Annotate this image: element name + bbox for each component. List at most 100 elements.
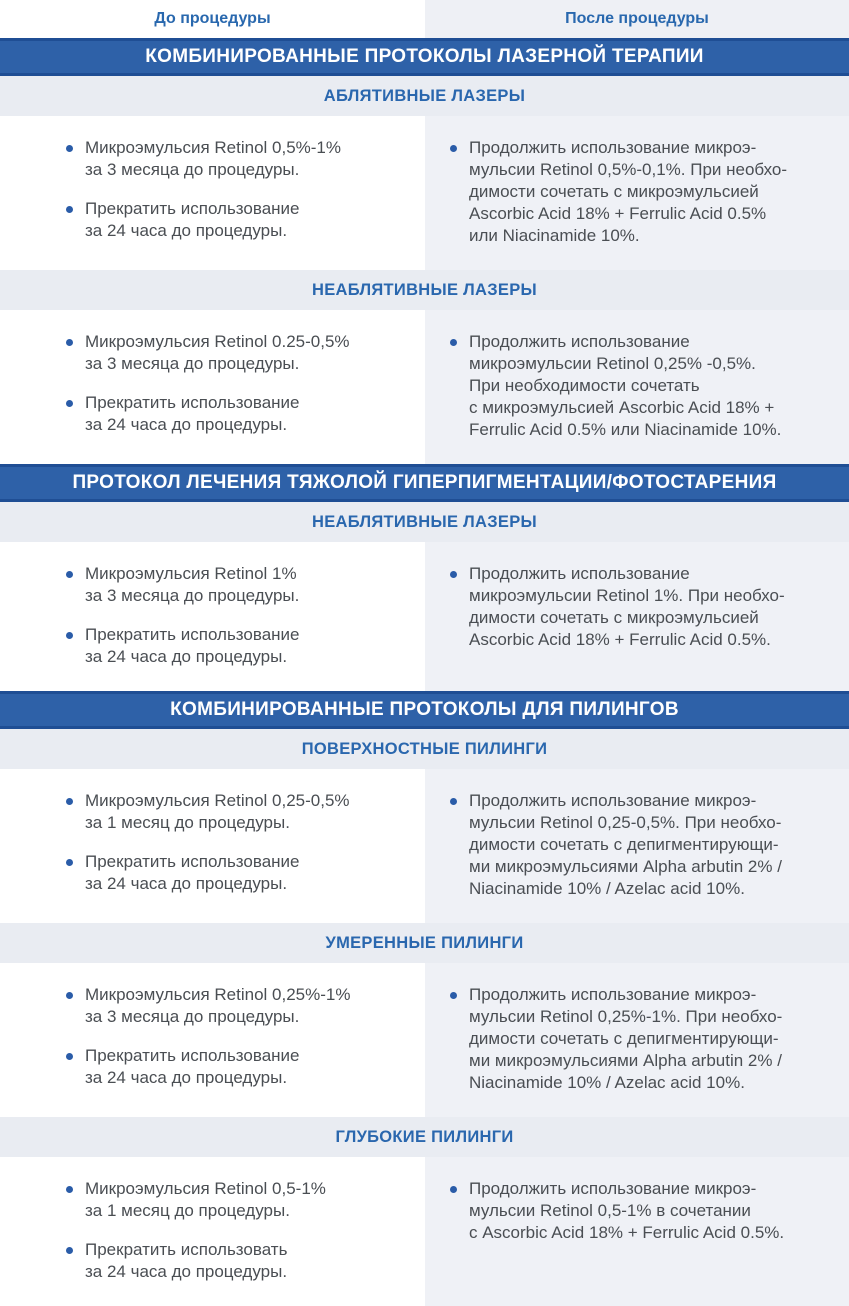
bullet-text: Продолжить использование микроэ- мульсии… bbox=[469, 1179, 785, 1242]
subsection-title: НЕАБЛЯТИВНЫЕ ЛАЗЕРЫ bbox=[312, 280, 537, 299]
bullet-item: Микроэмульсия Retinol 0,5%-1% за 3 месяц… bbox=[64, 137, 413, 181]
content-row-deep-peels: Микроэмульсия Retinol 0,5-1% за 1 месяц … bbox=[0, 1157, 849, 1306]
bullet-icon bbox=[66, 339, 73, 346]
bullet-text: Продолжить использование микроэ- мульсии… bbox=[469, 985, 783, 1092]
after-bullet-list: Продолжить использование микроэ- мульсии… bbox=[448, 137, 835, 247]
bullet-text: Прекратить использование за 24 часа до п… bbox=[85, 393, 300, 434]
banner-title: КОМБИНИРОВАННЫЕ ПРОТОКОЛЫ ДЛЯ ПИЛИНГОВ bbox=[170, 699, 679, 720]
before-bullet-list: Микроэмульсия Retinol 0.25-0,5% за 3 мес… bbox=[64, 331, 413, 436]
after-bullet-list: Продолжить использование микроэмульсии R… bbox=[448, 563, 835, 651]
after-column: Продолжить использование микроэмульсии R… bbox=[425, 310, 849, 464]
bullet-text: Прекратить использование за 24 часа до п… bbox=[85, 1046, 300, 1087]
bullet-text: Прекратить использование за 24 часа до п… bbox=[85, 852, 300, 893]
bullet-text: Прекратить использование за 24 часа до п… bbox=[85, 625, 300, 666]
before-column: Микроэмульсия Retinol 0.25-0,5% за 3 мес… bbox=[0, 310, 425, 464]
subsection-band-nonablative-lasers-2: НЕАБЛЯТИВНЫЕ ЛАЗЕРЫ bbox=[0, 502, 849, 542]
bullet-icon bbox=[66, 1053, 73, 1060]
bullet-item: Продолжить использование микроэ- мульсии… bbox=[448, 984, 835, 1094]
subsection-title: ПОВЕРХНОСТНЫЕ ПИЛИНГИ bbox=[301, 739, 548, 758]
content-row-superficial-peels: Микроэмульсия Retinol 0,25-0,5% за 1 мес… bbox=[0, 769, 849, 923]
bullet-text: Продолжить использование микроэмульсии R… bbox=[469, 564, 785, 649]
before-bullet-list: Микроэмульсия Retinol 0,5%-1% за 3 месяц… bbox=[64, 137, 413, 242]
content-row-moderate-peels: Микроэмульсия Retinol 0,25%-1% за 3 меся… bbox=[0, 963, 849, 1117]
subsection-band-superficial-peels: ПОВЕРХНОСТНЫЕ ПИЛИНГИ bbox=[0, 729, 849, 769]
bullet-item: Прекратить использование за 24 часа до п… bbox=[64, 624, 413, 668]
bullet-item: Прекратить использовать за 24 часа до пр… bbox=[64, 1239, 413, 1283]
bullet-item: Микроэмульсия Retinol 0,25%-1% за 3 меся… bbox=[64, 984, 413, 1028]
before-column: Микроэмульсия Retinol 0,5-1% за 1 месяц … bbox=[0, 1157, 425, 1306]
bullet-item: Микроэмульсия Retinol 0.25-0,5% за 3 мес… bbox=[64, 331, 413, 375]
section-banner-laser-therapy: КОМБИНИРОВАННЫЕ ПРОТОКОЛЫ ЛАЗЕРНОЙ ТЕРАП… bbox=[0, 38, 849, 76]
section-banner-peels: КОМБИНИРОВАННЫЕ ПРОТОКОЛЫ ДЛЯ ПИЛИНГОВ bbox=[0, 691, 849, 729]
after-column: Продолжить использование микроэ- мульсии… bbox=[425, 1157, 849, 1306]
after-column: Продолжить использование микроэмульсии R… bbox=[425, 542, 849, 691]
content-row-nonablative-lasers-2: Микроэмульсия Retinol 1% за 3 месяца до … bbox=[0, 542, 849, 691]
bullet-item: Продолжить использование микроэ- мульсии… bbox=[448, 790, 835, 900]
subsection-title: ГЛУБОКИЕ ПИЛИНГИ bbox=[335, 1127, 514, 1146]
after-bullet-list: Продолжить использование микроэмульсии R… bbox=[448, 331, 835, 441]
after-bullet-list: Продолжить использование микроэ- мульсии… bbox=[448, 984, 835, 1094]
bullet-text: Микроэмульсия Retinol 0,5%-1% за 3 месяц… bbox=[85, 138, 342, 179]
subsection-band-deep-peels: ГЛУБОКИЕ ПИЛИНГИ bbox=[0, 1117, 849, 1157]
before-bullet-list: Микроэмульсия Retinol 1% за 3 месяца до … bbox=[64, 563, 413, 668]
bullet-item: Микроэмульсия Retinol 0,5-1% за 1 месяц … bbox=[64, 1178, 413, 1222]
column-header-after: После процедуры bbox=[425, 0, 849, 38]
bullet-text: Продолжить использование микроэмульсии R… bbox=[469, 332, 782, 439]
bullet-icon bbox=[66, 206, 73, 213]
before-column: Микроэмульсия Retinol 0,25%-1% за 3 меся… bbox=[0, 963, 425, 1117]
before-bullet-list: Микроэмульсия Retinol 0,25-0,5% за 1 мес… bbox=[64, 790, 413, 895]
subsection-title: УМЕРЕННЫЕ ПИЛИНГИ bbox=[325, 933, 524, 952]
subsection-band-moderate-peels: УМЕРЕННЫЕ ПИЛИНГИ bbox=[0, 923, 849, 963]
bullet-icon bbox=[66, 992, 73, 999]
after-column: Продолжить использование микроэ- мульсии… bbox=[425, 116, 849, 270]
bullet-item: Прекратить использование за 24 часа до п… bbox=[64, 1045, 413, 1089]
subsection-band-ablative-lasers: АБЛЯТИВНЫЕ ЛАЗЕРЫ bbox=[0, 76, 849, 116]
content-row-nonablative-lasers-1: Микроэмульсия Retinol 0.25-0,5% за 3 мес… bbox=[0, 310, 849, 464]
column-header-before: До процедуры bbox=[0, 0, 425, 38]
after-bullet-list: Продолжить использование микроэ- мульсии… bbox=[448, 790, 835, 900]
after-column: Продолжить использование микроэ- мульсии… bbox=[425, 769, 849, 923]
bullet-text: Микроэмульсия Retinol 0.25-0,5% за 3 мес… bbox=[85, 332, 350, 373]
subsection-title: НЕАБЛЯТИВНЫЕ ЛАЗЕРЫ bbox=[312, 512, 537, 531]
before-bullet-list: Микроэмульсия Retinol 0,5-1% за 1 месяц … bbox=[64, 1178, 413, 1283]
bullet-item: Прекратить использование за 24 часа до п… bbox=[64, 198, 413, 242]
bullet-icon bbox=[66, 571, 73, 578]
column-headers-row: До процедуры После процедуры bbox=[0, 0, 849, 38]
bullet-text: Микроэмульсия Retinol 0,25-0,5% за 1 мес… bbox=[85, 791, 350, 832]
bullet-icon bbox=[66, 632, 73, 639]
bullet-icon bbox=[66, 798, 73, 805]
after-column: Продолжить использование микроэ- мульсии… bbox=[425, 963, 849, 1117]
section-banner-hyperpigmentation: ПРОТОКОЛ ЛЕЧЕНИЯ ТЯЖОЛОЙ ГИПЕРПИГМЕНТАЦИ… bbox=[0, 464, 849, 502]
bullet-item: Продолжить использование микроэмульсии R… bbox=[448, 563, 835, 651]
content-row-ablative-lasers: Микроэмульсия Retinol 0,5%-1% за 3 месяц… bbox=[0, 116, 849, 270]
bullet-item: Продолжить использование микроэ- мульсии… bbox=[448, 1178, 835, 1244]
after-bullet-list: Продолжить использование микроэ- мульсии… bbox=[448, 1178, 835, 1244]
bullet-item: Микроэмульсия Retinol 1% за 3 месяца до … bbox=[64, 563, 413, 607]
bullet-icon bbox=[66, 400, 73, 407]
bullet-icon bbox=[66, 859, 73, 866]
banner-title: КОМБИНИРОВАННЫЕ ПРОТОКОЛЫ ЛАЗЕРНОЙ ТЕРАП… bbox=[145, 46, 704, 67]
bullet-text: Прекратить использовать за 24 часа до пр… bbox=[85, 1240, 288, 1281]
bullet-item: Микроэмульсия Retinol 0,25-0,5% за 1 мес… bbox=[64, 790, 413, 834]
before-column: Микроэмульсия Retinol 0,5%-1% за 3 месяц… bbox=[0, 116, 425, 270]
bullet-icon bbox=[66, 145, 73, 152]
bullet-text: Продолжить использование микроэ- мульсии… bbox=[469, 138, 788, 245]
bullet-icon bbox=[450, 992, 457, 999]
bullet-icon bbox=[66, 1186, 73, 1193]
before-bullet-list: Микроэмульсия Retinol 0,25%-1% за 3 меся… bbox=[64, 984, 413, 1089]
bullet-text: Прекратить использование за 24 часа до п… bbox=[85, 199, 300, 240]
bullet-icon bbox=[450, 1186, 457, 1193]
bullet-icon bbox=[66, 1247, 73, 1254]
bullet-icon bbox=[450, 339, 457, 346]
before-column: Микроэмульсия Retinol 1% за 3 месяца до … bbox=[0, 542, 425, 691]
subsection-band-nonablative-lasers-1: НЕАБЛЯТИВНЫЕ ЛАЗЕРЫ bbox=[0, 270, 849, 310]
bullet-icon bbox=[450, 571, 457, 578]
bullet-item: Продолжить использование микроэмульсии R… bbox=[448, 331, 835, 441]
subsection-title: АБЛЯТИВНЫЕ ЛАЗЕРЫ bbox=[323, 86, 526, 105]
bullet-text: Микроэмульсия Retinol 0,25%-1% за 3 меся… bbox=[85, 985, 351, 1026]
bullet-text: Микроэмульсия Retinol 1% за 3 месяца до … bbox=[85, 564, 300, 605]
banner-title: ПРОТОКОЛ ЛЕЧЕНИЯ ТЯЖОЛОЙ ГИПЕРПИГМЕНТАЦИ… bbox=[72, 472, 777, 493]
bullet-icon bbox=[450, 145, 457, 152]
bullet-item: Прекратить использование за 24 часа до п… bbox=[64, 851, 413, 895]
